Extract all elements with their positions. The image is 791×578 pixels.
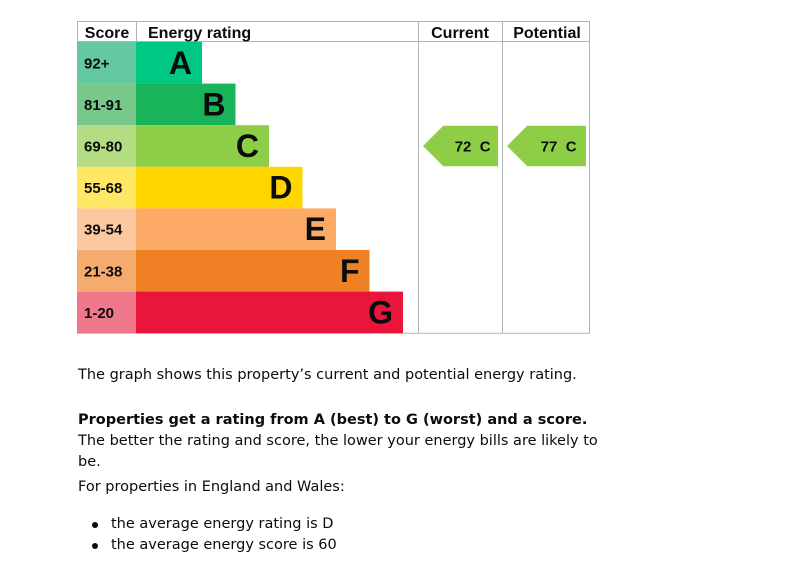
rating-bar-e [136,208,336,250]
rating-bar-f [136,250,370,292]
score-cell-b [77,83,136,126]
band-letter-a: A [169,45,192,81]
current-rating-label: 72 C [455,139,491,156]
region-intro: For properties in England and Wales: [78,479,345,495]
band-letter-b: B [202,86,225,122]
score-range-label: 21-38 [84,263,122,280]
rating-bar-a [136,42,202,84]
energy-rating-chart: Score Energy rating Current Potential 92… [77,21,590,334]
current-rating-arrow [423,125,498,167]
score-cell-c [77,125,136,167]
score-range-label: 39-54 [84,222,123,239]
rating-explanation-bold: Properties get a rating from A (best) to… [78,412,588,428]
score-cell-d [77,166,136,209]
chart-description: The graph shows this property’s current … [78,367,577,383]
rating-bar-c [136,125,269,167]
score-range-label: 81-91 [84,97,122,114]
score-cell-f [77,250,136,292]
band-letter-g: G [368,294,393,330]
band-letter-e: E [305,211,326,247]
score-cell-a [77,42,136,84]
potential-rating-arrow [507,125,586,167]
header-current: Current [431,25,489,42]
header-potential: Potential [513,25,581,42]
rating-explanation: Properties get a rating from A (best) to… [78,410,598,473]
rating-markers: 72 C 77 C [423,125,586,167]
rating-explanation-rest: The better the rating and score, the low… [78,433,598,470]
band-letter-c: C [236,128,259,164]
chart-headers: Score Energy rating Current Potential [85,25,581,42]
band-letter-f: F [340,253,360,289]
header-energy-rating: Energy rating [148,25,251,42]
band-letter-d: D [269,170,292,206]
list-item: the average energy rating is D [92,514,337,535]
rating-bar-d [136,166,303,209]
average-list: the average energy rating is D the avera… [92,514,337,556]
rating-bar-b [136,83,236,126]
score-cell-e [77,208,136,250]
score-range-label: 92+ [84,55,110,72]
score-range-label: 55-68 [84,180,122,197]
score-cell-g [77,291,136,334]
list-item: the average energy score is 60 [92,535,337,556]
score-range-label: 69-80 [84,139,122,156]
rating-bands: 92+ A 81-91 B 69-80 C 55-68 D 39-54 E 21-38 F 1-20 G [77,42,403,334]
score-range-label: 1-20 [84,305,114,322]
potential-rating-label: 77 C [541,139,577,156]
header-score: Score [85,25,130,42]
rating-bar-g [136,291,403,334]
